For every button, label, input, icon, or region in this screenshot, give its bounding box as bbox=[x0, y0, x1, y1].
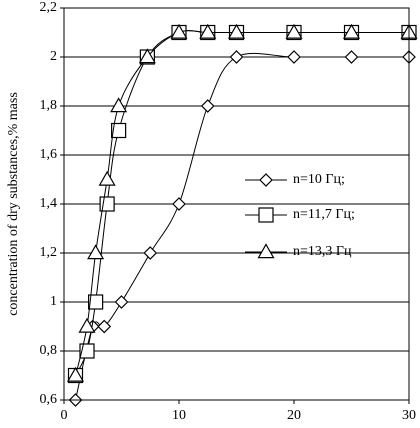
y-tick-label: 1,6 bbox=[40, 147, 58, 162]
data-point bbox=[66, 366, 85, 382]
plot-frame bbox=[63, 7, 410, 401]
data-point bbox=[227, 23, 246, 39]
legend-label: n=11,7 Гц; bbox=[293, 207, 355, 222]
x-tick-label: 10 bbox=[172, 408, 186, 423]
series-line bbox=[75, 30, 409, 376]
series-3 bbox=[66, 23, 418, 382]
data-point bbox=[78, 317, 96, 333]
axis-ticks: 0,6 0,8 1 1,2 1,4 1,6 1,8 2 2,2 0 10 20 30 bbox=[40, 0, 417, 423]
data-point bbox=[143, 246, 158, 260]
data-point bbox=[259, 173, 273, 187]
y-tick-label: 2,2 bbox=[40, 0, 58, 15]
grid-lines bbox=[64, 56, 409, 352]
y-tick-label: 1,8 bbox=[40, 98, 58, 113]
data-point bbox=[98, 170, 116, 186]
y-axis-label: concentration of dry substances,% mass bbox=[6, 92, 21, 316]
x-tick-label: 30 bbox=[402, 408, 416, 423]
y-tick-label: 1,2 bbox=[40, 245, 58, 260]
y-tick-label: 0,8 bbox=[40, 343, 58, 358]
data-point bbox=[138, 48, 156, 64]
data-point bbox=[285, 23, 303, 39]
data-point bbox=[342, 23, 361, 39]
y-tick-label: 0,6 bbox=[40, 392, 58, 407]
legend-item: n=10 Гц; bbox=[245, 172, 345, 187]
data-point bbox=[344, 50, 359, 64]
series-line bbox=[75, 52, 409, 401]
series-line bbox=[75, 30, 409, 376]
data-point bbox=[88, 294, 104, 310]
data-point bbox=[172, 197, 186, 211]
data-point bbox=[110, 97, 128, 113]
data-point bbox=[199, 23, 217, 39]
y-tick-label: 1 bbox=[50, 294, 57, 309]
legend-item: n=13,3 Гц bbox=[245, 243, 352, 259]
data-point bbox=[257, 243, 275, 259]
data-point bbox=[111, 122, 127, 139]
data-point bbox=[229, 50, 244, 64]
data-point bbox=[87, 244, 105, 260]
data-point bbox=[287, 50, 301, 64]
data-point bbox=[170, 23, 188, 39]
data-point bbox=[258, 207, 274, 223]
data-point bbox=[114, 295, 129, 309]
data-point bbox=[97, 319, 112, 334]
x-tick-label: 0 bbox=[61, 408, 68, 423]
y-tick-label: 1,4 bbox=[40, 196, 58, 211]
legend-label: n=10 Гц; bbox=[293, 172, 345, 187]
x-tick-label: 20 bbox=[287, 408, 301, 423]
series-lines bbox=[66, 23, 418, 407]
legend-item: n=11,7 Гц; bbox=[245, 207, 355, 223]
legend: n=10 Гц; n=11,7 Гц; n=13,3 Гц bbox=[245, 172, 355, 259]
legend-label: n=13,3 Гц bbox=[293, 244, 352, 259]
data-point bbox=[79, 343, 95, 359]
data-point bbox=[200, 99, 215, 113]
y-tick-label: 2 bbox=[50, 49, 57, 64]
